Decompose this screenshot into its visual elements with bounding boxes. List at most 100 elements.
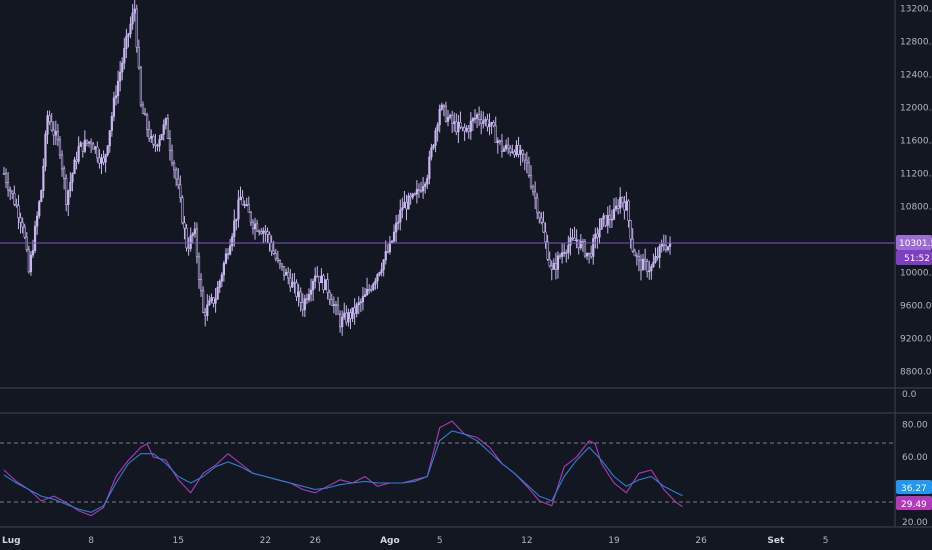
candle-body	[318, 276, 321, 284]
candle-body	[374, 280, 377, 285]
candle-body	[561, 252, 564, 257]
candle-body	[123, 48, 126, 64]
candle-body	[376, 274, 379, 282]
candle-body	[515, 144, 518, 156]
candle-body	[235, 218, 238, 221]
candle-body	[208, 300, 211, 306]
candle-body	[440, 104, 443, 110]
candle-body	[635, 255, 638, 258]
candle-body	[629, 220, 632, 240]
candle-body	[600, 217, 603, 230]
price-axis[interactable]: 13200.0 12800.0 12400.0 12000.0 11600.0 11200…	[900, 4, 932, 377]
candle-body	[434, 130, 437, 146]
candle-body	[282, 265, 286, 276]
candle-body	[565, 252, 568, 254]
candle-body	[33, 225, 37, 251]
candle-body	[602, 215, 605, 219]
candle-body	[4, 173, 8, 183]
price-tick-label: 12000.0	[900, 103, 932, 113]
candle-body	[592, 238, 595, 257]
time-axis[interactable]: Lug 8 15 22 26 Ago 5 12 19 26 Set 5	[2, 536, 829, 546]
candle-body	[268, 234, 271, 243]
candle-body	[444, 106, 448, 122]
candle-body	[399, 209, 402, 223]
candle-body	[617, 205, 620, 209]
candle-body	[585, 252, 589, 257]
time-tick-label: 22	[260, 536, 271, 546]
candle-body	[214, 298, 217, 304]
candle-body	[7, 181, 10, 191]
candle-body	[255, 223, 259, 232]
candle-body	[258, 230, 261, 233]
candle-body	[189, 235, 192, 249]
candle-body	[403, 201, 406, 209]
candle-body	[494, 125, 497, 143]
candle-body	[127, 33, 130, 37]
candle-body	[459, 121, 462, 128]
candle-body	[193, 228, 196, 234]
candle-body	[206, 304, 209, 316]
candle-body	[453, 121, 456, 124]
candle-body	[106, 145, 109, 155]
candle-body	[336, 304, 340, 315]
candle-body	[262, 230, 265, 234]
candle-body	[175, 169, 178, 180]
time-tick-label: 5	[437, 536, 443, 546]
price-tick-label: 9200.0	[900, 334, 932, 344]
candle-body	[523, 153, 526, 161]
candle-body	[314, 275, 317, 282]
candle-body	[488, 123, 491, 128]
candle-body	[424, 183, 427, 187]
candle-body	[513, 151, 516, 156]
candle-body	[129, 23, 132, 35]
candle-body	[133, 8, 136, 14]
candle-body	[382, 259, 385, 270]
candle-body	[656, 256, 659, 258]
candle-body	[519, 150, 522, 155]
candle-body	[563, 252, 566, 254]
candle-body	[473, 117, 477, 120]
candle-body	[253, 223, 257, 230]
candle-body	[96, 146, 99, 159]
candle-body	[388, 241, 392, 253]
candle-body	[54, 131, 57, 136]
candle-body	[266, 231, 269, 235]
candle-body	[550, 265, 553, 270]
candle-body	[85, 139, 89, 144]
candle-body	[81, 142, 84, 152]
candle-body	[428, 156, 431, 179]
candle-body	[413, 193, 416, 196]
rsi-axis[interactable]: 80.00 60.00 20.00	[902, 420, 928, 528]
candle-body	[409, 195, 412, 198]
rsi-tick-label: 60.00	[902, 453, 928, 463]
candle-body	[9, 189, 12, 192]
candle-body	[544, 231, 547, 243]
price-tick-label: 10800.0	[900, 202, 932, 212]
candle-body	[276, 258, 279, 261]
rsi-tick-label: 20.00	[902, 518, 928, 528]
candle-body	[328, 292, 331, 300]
candle-body	[569, 237, 572, 246]
candle-body	[345, 312, 348, 323]
candle-body	[480, 119, 483, 124]
candle-body	[660, 243, 663, 247]
candle-body	[278, 260, 282, 265]
candle-body	[662, 243, 665, 246]
candle-body	[631, 238, 634, 252]
candle-body	[83, 139, 86, 152]
time-tick-label: 12	[521, 536, 532, 546]
candle-body	[320, 275, 323, 284]
candle-body	[363, 294, 367, 297]
candle-body	[527, 162, 531, 176]
candle-body	[135, 8, 138, 48]
candle-body	[411, 193, 414, 198]
countdown-badge-text: 51:52	[904, 254, 930, 264]
candle-body	[166, 118, 169, 139]
candle-body	[407, 195, 410, 210]
candle-body	[442, 104, 445, 107]
candle-body	[502, 148, 506, 152]
candle-body	[220, 274, 223, 282]
candle-body	[36, 215, 39, 227]
